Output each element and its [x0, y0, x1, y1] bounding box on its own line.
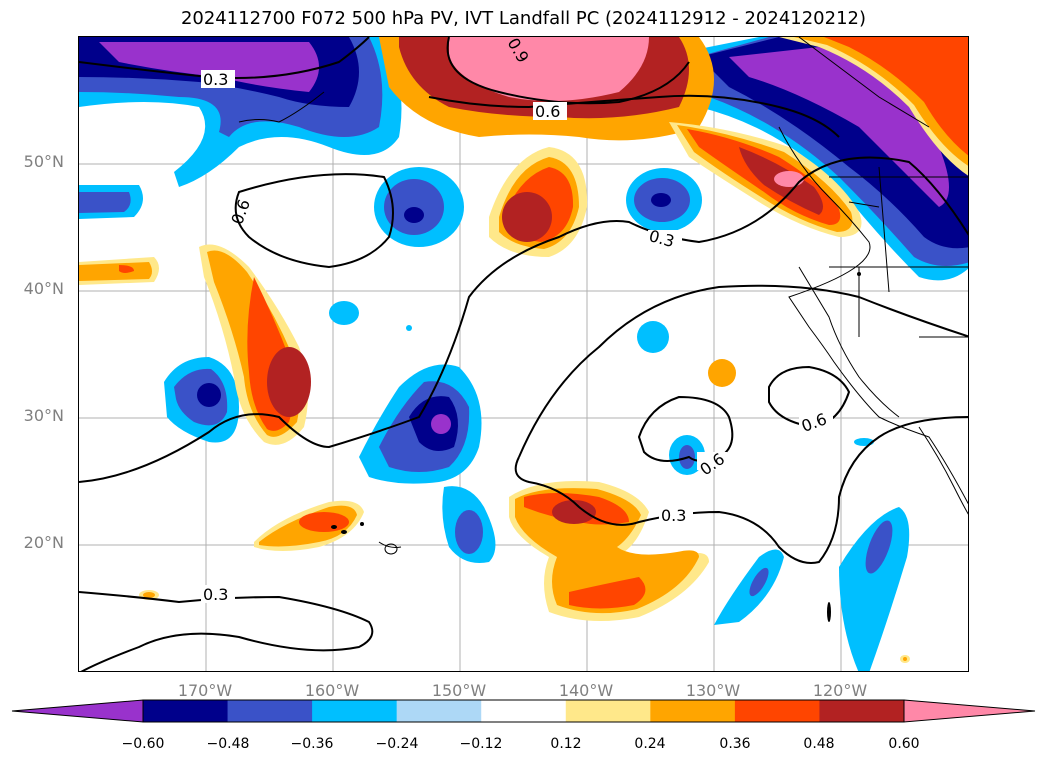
colorbar-tick-label: 0.24 [634, 736, 666, 752]
colorbar-tick-label: −0.60 [121, 736, 165, 752]
contour-label: 0.3 [661, 506, 686, 525]
colorbar-tick-label: −0.36 [290, 736, 334, 752]
colorbar-tick-label: −0.24 [375, 736, 419, 752]
colorbar-tick-label: 0.48 [803, 736, 835, 752]
colorbar-extend-low [12, 700, 143, 722]
colorbar-tick-label: −0.48 [206, 736, 250, 752]
contour-label: 0.6 [535, 102, 560, 121]
colorbar-segment [227, 700, 313, 722]
hawaii-islands [331, 272, 861, 622]
lat-label: 30°N [23, 406, 64, 425]
colorbar-segment [143, 700, 229, 722]
colorbar-extend-high [904, 700, 1035, 722]
map-title: 2024112700 F072 500 hPa PV, IVT Landfall… [180, 8, 867, 29]
colorbar-tick-label: 0.12 [550, 736, 582, 752]
contour-label: 0.6 [227, 197, 254, 227]
map-canvas: 0.3 0.9 0.6 0.6 0.3 0.6 0.6 0.3 0.3 [79, 37, 968, 671]
colorbar-tick-label: 0.60 [888, 736, 920, 752]
colorbar-segment [734, 700, 820, 722]
colorbar-tick-label: −0.12 [459, 736, 503, 752]
lon-label: 150°W [431, 681, 487, 700]
map-panel: 0.3 0.9 0.6 0.6 0.3 0.6 0.6 0.3 0.3 [78, 36, 969, 672]
lon-label: 170°W [177, 681, 233, 700]
colorbar-segment [565, 700, 651, 722]
lon-label: 130°W [685, 681, 741, 700]
coastlines [238, 37, 968, 548]
colorbar [11, 699, 1036, 723]
colorbar-segments [12, 700, 1035, 722]
colorbar-segment [312, 700, 398, 722]
lat-label: 40°N [23, 279, 64, 298]
contour-label: 0.3 [203, 585, 228, 604]
lat-label: 20°N [23, 533, 64, 552]
colorbar-segment [650, 700, 736, 722]
colorbar-segment [819, 700, 905, 722]
contour-label: 0.3 [203, 70, 228, 89]
lon-label: 120°W [812, 681, 868, 700]
colorbar-segment [396, 700, 482, 722]
lon-label: 140°W [558, 681, 614, 700]
positive-pv-regions [79, 37, 968, 663]
colorbar-segment [481, 700, 567, 722]
lat-label: 50°N [23, 152, 64, 171]
lon-label: 160°W [304, 681, 360, 700]
colorbar-tick-label: 0.36 [719, 736, 751, 752]
contour-lines [79, 37, 968, 671]
